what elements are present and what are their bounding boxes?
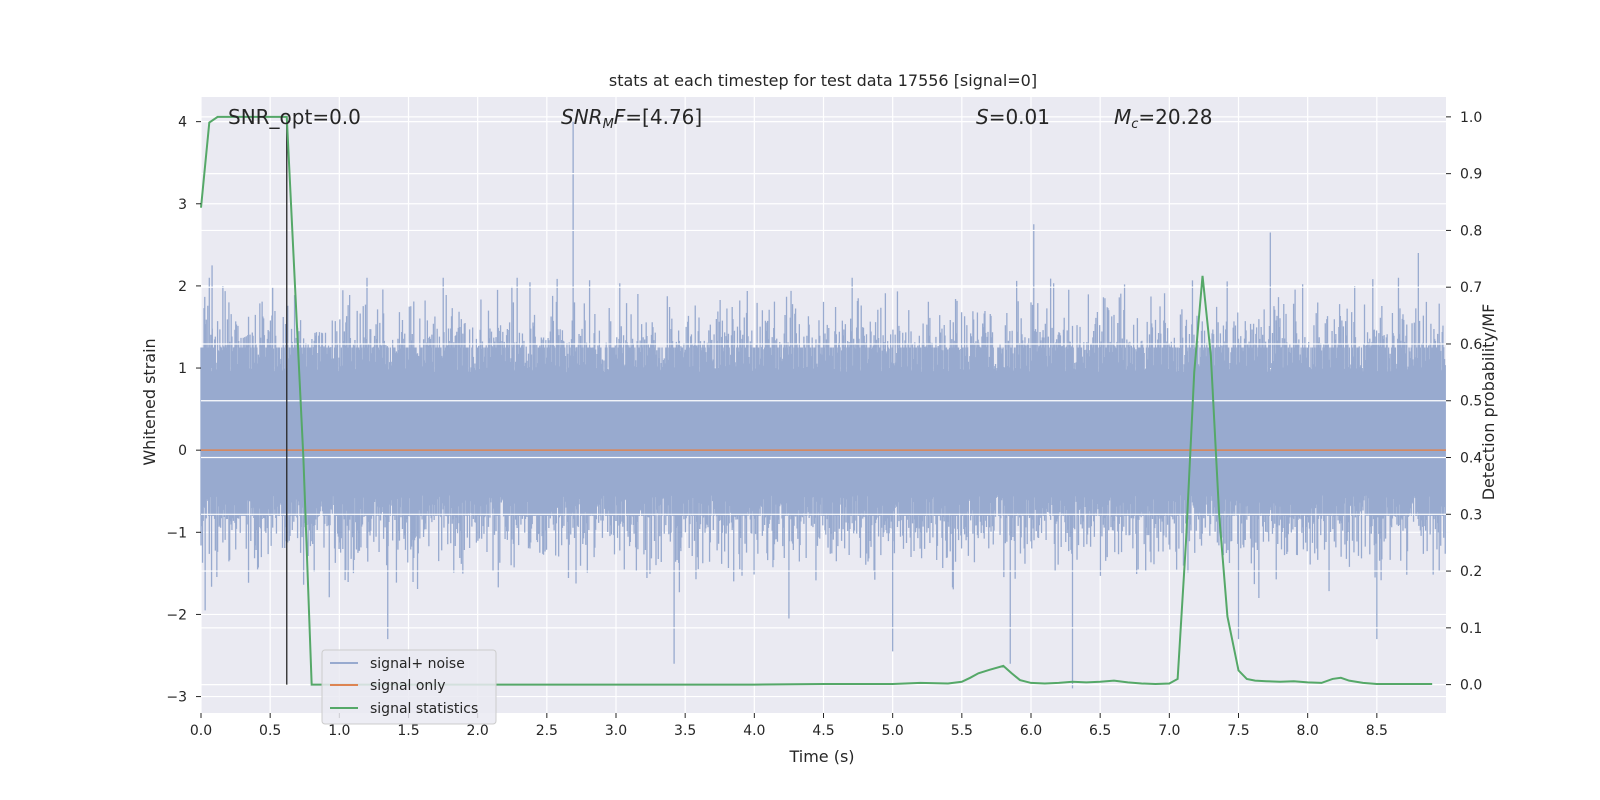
y2-tick-label: 0.1 [1460,621,1482,637]
legend: signal+ noise signal only signal statist… [321,649,497,725]
x-tick-label: 0.0 [190,723,212,739]
x-tick-label: 7.0 [1158,723,1180,739]
x-tick-label: 6.5 [1089,723,1111,739]
series-signal-noise [200,121,1446,689]
x-tick-label: 3.0 [605,723,627,739]
y-tick-label: 0 [178,443,187,459]
y2-tick-label: 0.7 [1460,280,1482,296]
y2-tick-label: 0.4 [1460,451,1482,467]
y-tick-label: 4 [178,115,187,131]
x-tick-label: 8.5 [1366,723,1388,739]
x-tick-label: 3.5 [674,723,696,739]
annotation-s-value: =0.01 [989,105,1050,129]
x-tick-label: 8.0 [1297,723,1319,739]
annotation-snr-mf-tail-f: F [614,105,626,129]
annotation-mc-sym: M [1114,105,1131,129]
x-tick-label: 1.0 [328,723,350,739]
annotation-snr-opt: SNR_opt=0.0 [228,105,361,129]
x-tick-label: 4.5 [812,723,834,739]
chart-title: stats at each timestep for test data 175… [609,71,1037,90]
legend-label-signal-noise: signal+ noise [370,656,465,672]
x-axis-ticks: 0.0 0.5 1.0 1.5 2.0 2.5 3.0 3.5 4.0 4.5 5.0 5.5 6.0 6… [190,713,1388,739]
y2-tick-label: 0.8 [1460,223,1482,239]
annotation-snr-mf: SNRMF=[4.76] [561,105,702,132]
x-tick-label: 7.5 [1227,723,1249,739]
noise-trace [200,121,1446,689]
annotation-s: S=0.01 [976,105,1050,129]
y2-tick-label: 0.2 [1460,564,1482,580]
annotation-mc-value: =20.28 [1138,105,1212,129]
x-tick-label: 4.0 [743,723,765,739]
y2-tick-label: 0.6 [1460,337,1482,353]
x-tick-label: 5.5 [951,723,973,739]
x-axis-label: Time (s) [788,747,854,766]
y-axis-ticks: −3 −2 −1 0 1 2 3 4 [166,115,201,706]
y-axis-label: Whitened strain [140,338,159,465]
y2-axis-label: Detection probability/MF [1479,304,1498,501]
y2-axis-ticks: 0.0 0.1 0.2 0.3 0.4 0.5 0.6 0.7 0.8 0.9 1.0 [1446,110,1482,694]
legend-label-signal-only: signal only [370,678,445,694]
series-signal-statistics-line [200,115,1433,686]
x-tick-label: 6.0 [1020,723,1042,739]
annotation-mc: Mc=20.28 [1114,105,1212,132]
x-tick-label: 2.0 [467,723,489,739]
annotation-snr-mf-sub: M [603,117,614,132]
y-tick-label: −3 [166,690,187,706]
y2-tick-label: 1.0 [1460,110,1482,126]
annotation-snr-mf-base: SNR [561,105,603,129]
y-tick-label: −2 [166,607,187,623]
x-tick-label: 5.0 [882,723,904,739]
legend-box [321,649,497,725]
legend-label-signal-statistics: signal statistics [370,701,478,717]
x-tick-label: 1.5 [397,723,419,739]
y2-tick-label: 0.9 [1460,167,1482,183]
y-tick-label: −1 [166,525,187,541]
annotation-s-sym: S [976,105,989,129]
y-tick-label: 1 [178,361,187,377]
x-tick-label: 0.5 [259,723,281,739]
annotation-snr-mf-value: =[4.76] [625,105,702,129]
y-tick-label: 3 [178,197,187,213]
y2-tick-label: 0.5 [1460,394,1482,410]
y2-tick-label: 0.0 [1460,678,1482,694]
y2-tick-label: 0.3 [1460,507,1482,523]
x-tick-label: 2.5 [536,723,558,739]
annotation-mc-sub: c [1131,117,1138,132]
y-tick-label: 2 [178,279,187,295]
